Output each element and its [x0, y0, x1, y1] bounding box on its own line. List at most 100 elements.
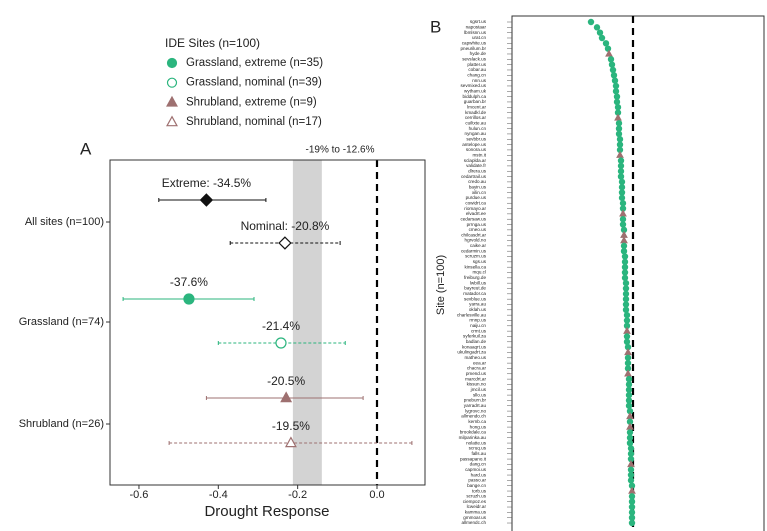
- site-label: pmend.us: [466, 371, 487, 376]
- marker: [278, 236, 292, 250]
- site-label: sonora.us: [466, 147, 487, 152]
- marker: [626, 422, 634, 430]
- marker: [628, 486, 636, 494]
- marker: [166, 115, 178, 127]
- marker: [618, 178, 626, 186]
- site-label: kissun.no: [467, 382, 487, 387]
- marker: [622, 295, 630, 303]
- site-label: kinsella.ca: [465, 264, 487, 269]
- marker: [618, 189, 626, 196]
- site-label: ukulingadrt.za: [457, 350, 486, 355]
- marker: [628, 519, 636, 527]
- marker: [619, 200, 627, 207]
- marker: [627, 445, 635, 452]
- marker: [625, 402, 633, 409]
- point-label: -19.5%: [272, 419, 310, 433]
- marker: [627, 466, 635, 473]
- x-tick-label: -0.2: [288, 489, 307, 501]
- marker: [623, 333, 631, 340]
- site-label: milparinka.au: [459, 435, 487, 440]
- marker: [609, 66, 617, 74]
- marker: [275, 337, 287, 349]
- marker: [604, 45, 612, 52]
- site-label: sgsrt.us: [470, 19, 487, 24]
- site-label: cobar.au: [468, 67, 486, 72]
- site-label: pneurilum.br: [460, 46, 486, 51]
- marker: [615, 130, 623, 138]
- site-label: crmt.us: [471, 328, 487, 333]
- site-label: antelope.us: [462, 142, 486, 147]
- marker: [628, 498, 636, 505]
- x-axis-label: Drought Response: [204, 503, 329, 520]
- marker: [626, 429, 634, 436]
- marker: [620, 236, 628, 244]
- legend-label: Grassland, extreme (n=35): [186, 57, 323, 69]
- site-label: guarban.br: [464, 99, 487, 104]
- x-tick-label: 0.0: [369, 489, 384, 501]
- site-label: bange.cn: [467, 483, 486, 488]
- marker: [622, 290, 630, 298]
- site-label: bayreut.de: [464, 286, 486, 291]
- x-tick-label: -0.6: [129, 489, 148, 501]
- site-label: kernb.ca: [468, 419, 486, 424]
- site-label: gmmoar.us: [463, 515, 486, 520]
- marker: [616, 150, 624, 158]
- marker: [628, 493, 636, 500]
- site-label: napostaar: [466, 25, 487, 30]
- site-label: kamma.us: [465, 510, 487, 515]
- marker: [622, 285, 630, 292]
- site-label: credo.au: [468, 179, 486, 184]
- marker: [620, 247, 628, 255]
- x-tick-label: -0.4: [209, 489, 228, 501]
- marker: [623, 326, 631, 334]
- site-label: purdue.us: [466, 195, 487, 200]
- marker: [621, 274, 629, 282]
- marker: [622, 301, 630, 308]
- legend-title: IDE Sites (n=100): [165, 36, 260, 50]
- marker: [613, 98, 621, 106]
- site-label: matheo.us: [465, 355, 487, 360]
- marker: [618, 194, 626, 202]
- marker: [622, 279, 630, 287]
- marker: [602, 40, 610, 47]
- marker: [619, 221, 627, 228]
- marker: [618, 184, 626, 191]
- marker: [615, 125, 623, 132]
- site-label: cedartrail.us: [461, 174, 487, 179]
- marker: [610, 72, 618, 79]
- site-label: yarra.au: [469, 302, 486, 307]
- marker: [628, 514, 636, 521]
- site-label: hulun.cn: [469, 126, 487, 131]
- marker: [616, 136, 624, 143]
- site-label: capwhite.us: [462, 41, 487, 46]
- site-label: xilin.cn: [472, 190, 486, 195]
- point-label: Extreme: -34.5%: [162, 176, 252, 190]
- marker: [621, 269, 629, 276]
- site-label: marcdrt.ar: [465, 376, 486, 381]
- site-label: freiburg.de: [464, 275, 486, 280]
- marker: [284, 436, 297, 448]
- site-label: cuiltxte.au: [465, 120, 486, 125]
- site-label: cmeo.us: [469, 227, 487, 232]
- marker: [619, 216, 627, 223]
- marker: [612, 88, 620, 95]
- panel-label: A: [80, 139, 92, 158]
- point-label: -37.6%: [170, 275, 208, 289]
- site-label: lwbill.us: [470, 280, 487, 285]
- site-label: passo.ar: [468, 478, 486, 483]
- site-label: rmnp.us: [469, 318, 486, 323]
- site-label: badlan.de: [466, 339, 487, 344]
- marker: [625, 381, 633, 388]
- site-label: sllo.us: [473, 392, 487, 397]
- site-label: validate.fr: [466, 163, 486, 168]
- marker: [598, 34, 606, 42]
- marker: [628, 509, 636, 516]
- marker: [627, 450, 635, 457]
- site-label: caike.ar: [470, 243, 487, 248]
- marker: [622, 306, 630, 314]
- point-label: -21.4%: [262, 319, 300, 333]
- marker: [617, 173, 625, 180]
- marker: [166, 95, 178, 107]
- marker: [628, 503, 636, 511]
